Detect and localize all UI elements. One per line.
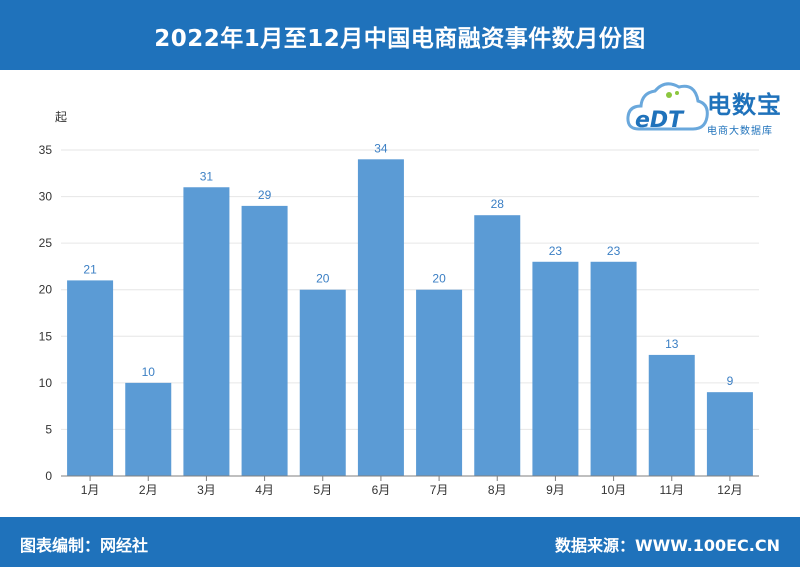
data-label: 21 [83, 262, 97, 276]
bar [648, 354, 695, 476]
data-label: 28 [491, 197, 505, 211]
data-label: 34 [374, 141, 388, 155]
footer-compiler: 图表编制：网经社 [20, 536, 149, 555]
chart-footer: 图表编制：网经社 数据来源：WWW.100EC.CN [0, 517, 800, 567]
y-tick-labels: 0 5 10 15 20 25 30 35 [39, 143, 53, 483]
x-tick-label: 9月 [546, 483, 565, 497]
x-tick-labels: 1月 2月 3月 4月 5月 6月 7月 8月 9月 10月 11月 12月 [81, 476, 743, 497]
y-tick-label: 10 [39, 376, 53, 390]
x-tick-label: 2月 [139, 483, 158, 497]
grid-lines [61, 149, 759, 430]
y-tick-label: 5 [45, 422, 52, 436]
y-tick-label: 0 [45, 469, 52, 483]
bar [416, 289, 463, 476]
logo-brand-text: 电数宝 [707, 91, 782, 119]
x-tick-label: 12月 [717, 483, 742, 497]
x-tick-label: 6月 [372, 483, 391, 497]
data-label: 31 [200, 169, 214, 183]
y-axis-unit: 起 [55, 110, 67, 124]
bar [706, 392, 753, 476]
data-label: 29 [258, 188, 272, 202]
x-tick-label: 1月 [81, 483, 100, 497]
footer-source: 数据来源：WWW.100EC.CN [554, 536, 780, 555]
data-label: 10 [142, 365, 156, 379]
x-tick-label: 10月 [601, 483, 626, 497]
chart-title: 2022年1月至12月中国电商融资事件数月份图 [154, 26, 646, 52]
data-label: 23 [607, 244, 621, 258]
brand-logo: eDT 电数宝 电商大数据库 [625, 73, 795, 139]
data-label: 20 [432, 272, 446, 286]
y-tick-label: 20 [39, 283, 53, 297]
bars [67, 159, 753, 477]
data-labels: 21 10 31 29 20 34 20 28 23 23 13 9 [83, 141, 733, 388]
data-label: 13 [665, 337, 679, 351]
bar [532, 261, 579, 476]
y-tick-label: 35 [39, 143, 53, 157]
bar [590, 261, 637, 476]
bar [474, 215, 521, 476]
bar [67, 280, 114, 476]
y-tick-label: 15 [39, 329, 53, 343]
bar [299, 289, 346, 476]
x-tick-label: 5月 [313, 483, 332, 497]
bar [357, 159, 404, 477]
x-tick-label: 7月 [430, 483, 449, 497]
y-tick-label: 25 [39, 236, 53, 250]
data-label: 20 [316, 272, 330, 286]
x-tick-label: 11月 [660, 483, 684, 497]
cloud-icon: eDT [626, 82, 709, 133]
data-label: 9 [727, 374, 734, 388]
logo-sub-text: 电商大数据库 [707, 126, 773, 137]
x-tick-label: 3月 [197, 483, 216, 497]
bar [125, 382, 172, 476]
chart-header: 2022年1月至12月中国电商融资事件数月份图 [0, 0, 800, 70]
logo-badge: eDT [635, 108, 685, 133]
x-tick-label: 8月 [488, 483, 507, 497]
data-label: 23 [549, 244, 563, 258]
x-tick-label: 4月 [255, 483, 274, 497]
y-tick-label: 30 [39, 190, 53, 204]
bar [183, 187, 230, 476]
bar [241, 205, 288, 476]
